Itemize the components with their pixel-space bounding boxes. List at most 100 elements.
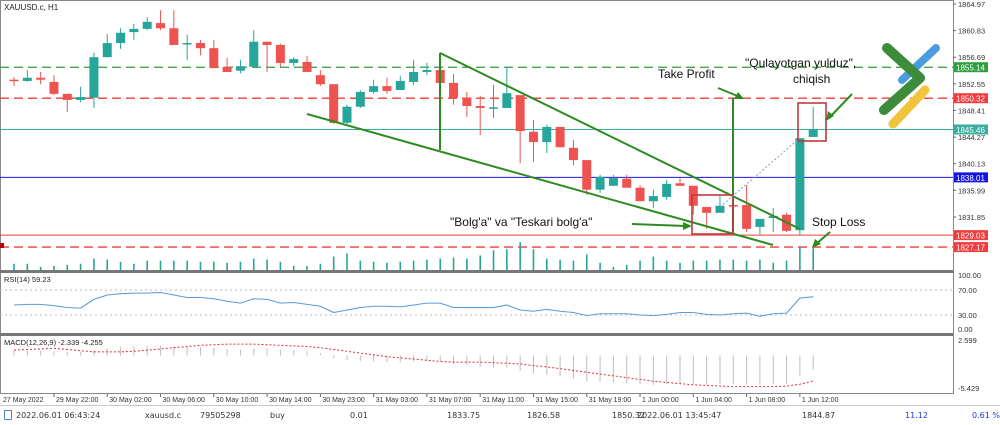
candle: [275, 43, 285, 67]
candle: [808, 106, 818, 137]
candle-body: [315, 75, 325, 85]
candle: [422, 62, 432, 76]
time-tick-label: 30 May 10:00: [216, 397, 259, 404]
candle: [235, 59, 245, 74]
wedge-lower-line[interactable]: [306, 113, 774, 246]
trading-chart[interactable]: XAUUSD.c, H1 Take Profit "Qulayotgan yul…: [0, 0, 1000, 405]
candle-body: [169, 28, 179, 45]
candle-body: [462, 97, 472, 107]
candle-body: [675, 183, 685, 186]
level-price-tag: [954, 242, 988, 253]
candle: [89, 52, 99, 108]
level-price-tag: [954, 93, 988, 104]
price-tick-label: 1844.27: [958, 133, 985, 142]
candle-body: [555, 126, 565, 148]
hammer-box[interactable]: [691, 194, 734, 235]
candle: [662, 180, 672, 200]
candle: [409, 59, 419, 85]
candle-body: [355, 91, 365, 107]
open-price: 1833.75: [447, 411, 481, 420]
price-tick-label: 1852.55: [958, 80, 985, 89]
candle-body: [116, 32, 126, 44]
candle: [9, 77, 19, 87]
trade-marker: [0, 243, 4, 248]
candle-body: [195, 43, 205, 49]
macd-signal-line: [13, 343, 814, 388]
candle-body: [249, 41, 259, 67]
candle-body: [22, 77, 32, 81]
close-price: 1844.87: [802, 411, 836, 420]
candle: [622, 174, 632, 188]
candle: [449, 73, 459, 105]
level-price-label: 1850.32: [956, 95, 985, 104]
candle-body: [329, 84, 339, 123]
candle: [262, 41, 272, 72]
candle: [675, 178, 685, 186]
drawings: [306, 52, 853, 248]
candle: [156, 10, 166, 31]
time-tick-label: 31 May 19:00: [589, 397, 632, 404]
wedge-upper-line[interactable]: [439, 52, 801, 230]
rsi-tick-label: 0.00: [958, 325, 973, 334]
level-price-tag: [954, 172, 988, 183]
candle: [542, 124, 552, 154]
shooting-star-label-2: chiqish: [793, 72, 830, 86]
candle-body: [715, 205, 725, 213]
percent: 0.61 %: [972, 411, 1000, 420]
candle-body: [129, 28, 139, 33]
trade-status-bar[interactable]: 2022.06.01 06:43:24 xauusd.c 79505298 bu…: [0, 405, 1000, 425]
symbol-label: XAUUSD.c, H1: [4, 3, 59, 12]
level-price-label: 1838.01: [956, 174, 985, 183]
candle: [289, 57, 299, 67]
candle-body: [449, 82, 459, 98]
symbol: xauusd.c: [145, 411, 181, 420]
time-tick-label: 31 May 11:00: [482, 397, 524, 404]
candle: [182, 34, 192, 60]
candle-body: [808, 129, 818, 137]
level-price-label: 1855.14: [956, 64, 985, 73]
candle-body: [342, 106, 352, 123]
price-tick-label: 1831.85: [958, 213, 985, 222]
candle: [209, 39, 219, 69]
time-tick-label: 27 May 2022: [3, 397, 44, 404]
price-tick-label: 1848.41: [958, 106, 985, 115]
candle-body: [262, 41, 272, 45]
candle-body: [422, 70, 432, 72]
candle-body: [222, 66, 232, 72]
rsi-tick-label: 70.00: [958, 286, 977, 295]
candle-body: [528, 131, 538, 143]
candle: [36, 71, 46, 85]
shooting-star-box[interactable]: [797, 102, 827, 142]
candle-body: [36, 77, 46, 80]
candle-body: [635, 187, 645, 202]
level-price-tag: [954, 230, 988, 241]
logo: [879, 43, 940, 129]
candle: [302, 55, 312, 72]
take-profit: 1850.32: [612, 411, 646, 420]
candle: [462, 91, 472, 117]
time-tick-label: 30 May 02:00: [109, 397, 152, 404]
candle: [342, 104, 352, 125]
candle-body: [102, 43, 112, 58]
candle: [568, 140, 578, 166]
open-time: 2022.06.01 06:43:24: [16, 411, 101, 420]
macd-tick-label: -5.429: [958, 384, 979, 393]
time-tick-label: 1 Jun 08:00: [749, 397, 786, 404]
profit: 11.12: [905, 411, 928, 420]
candle-body: [662, 183, 672, 197]
volume-bars: [13, 242, 815, 270]
candle: [49, 75, 59, 96]
level-price-label: 1845.46: [956, 126, 985, 135]
candle: [608, 174, 618, 186]
candle: [369, 79, 379, 94]
candle: [129, 23, 139, 40]
candle-body: [395, 80, 405, 90]
pane-divider: [0, 270, 953, 273]
price-tick-label: 1835.99: [958, 186, 985, 195]
price-tick-label: 1860.83: [958, 27, 985, 36]
level-price-tag: [954, 62, 988, 73]
candle: [329, 84, 339, 125]
candle-body: [275, 44, 285, 63]
time-tick-label: 30 May 14:00: [269, 397, 312, 404]
candle-body: [515, 95, 525, 132]
